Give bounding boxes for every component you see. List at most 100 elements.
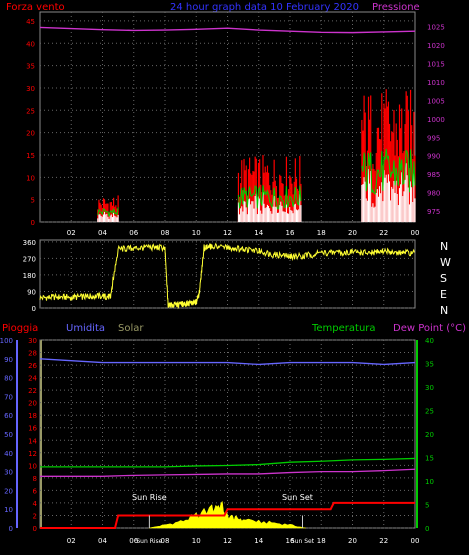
sunrise-tick-label: Sun Rise bbox=[136, 538, 162, 545]
solar-area bbox=[149, 500, 306, 529]
x-tick-label: 20 bbox=[348, 537, 357, 545]
pressure-tick-label: 1005 bbox=[427, 97, 445, 105]
humidity-tick-label: 100 bbox=[0, 337, 13, 345]
pressure-tick-label: 1020 bbox=[427, 42, 445, 50]
humidity-tick-label: 70 bbox=[4, 393, 13, 401]
x-tick-label: 04 bbox=[98, 537, 107, 545]
pressure-tick-label: 990 bbox=[427, 153, 440, 161]
pressure-tick-label: 995 bbox=[427, 134, 440, 142]
temperature-tick-label: 30 bbox=[425, 384, 434, 392]
rain-tick-label: 8 bbox=[33, 475, 37, 483]
rain-tick-label: 4 bbox=[33, 500, 38, 508]
dew-point-line bbox=[40, 468, 416, 477]
wind-tick-label: 25 bbox=[26, 107, 35, 115]
temperature-tick-label: 40 bbox=[425, 337, 434, 345]
rain-tick-label: 30 bbox=[28, 337, 37, 345]
rain-tick-label: 28 bbox=[28, 350, 37, 358]
x-tick-label: 18 bbox=[317, 229, 326, 237]
rain-tick-label: 24 bbox=[28, 375, 37, 383]
direction-tick-label: 270 bbox=[23, 255, 36, 263]
solar-label: Solar bbox=[118, 323, 144, 334]
rain-tick-label: 16 bbox=[28, 425, 37, 433]
rain-tick-label: 14 bbox=[28, 437, 37, 445]
x-tick-label: 04 bbox=[98, 229, 107, 237]
direction-tick-label: 360 bbox=[23, 239, 36, 247]
x-tick-label: 00 bbox=[411, 537, 420, 545]
rain-tick-label: 22 bbox=[28, 387, 37, 395]
humidity-tick-label: 20 bbox=[4, 487, 13, 495]
sunset-tick-label: Sun Set bbox=[291, 538, 315, 545]
x-tick-label: 08 bbox=[161, 537, 170, 545]
x-tick-label: 10 bbox=[192, 537, 201, 545]
wind-tick-label: 45 bbox=[26, 18, 35, 26]
x-tick-label: 20 bbox=[348, 229, 357, 237]
x-tick-label: 12 bbox=[223, 229, 232, 237]
compass-s: S bbox=[440, 272, 447, 285]
x-tick-label: 22 bbox=[379, 229, 388, 237]
rain-tick-label: 2 bbox=[33, 512, 37, 520]
x-tick-label: 14 bbox=[254, 537, 263, 545]
rain-line bbox=[40, 501, 415, 529]
pressure-tick-label: 975 bbox=[427, 208, 440, 216]
wind-tick-label: 30 bbox=[26, 85, 35, 93]
wind-average-line bbox=[237, 184, 302, 210]
pressure-tick-label: 980 bbox=[427, 190, 440, 198]
wind-tick-label: 35 bbox=[26, 63, 35, 71]
wind-direction-trace bbox=[39, 242, 415, 310]
x-tick-label: 16 bbox=[286, 229, 295, 237]
rain-tick-label: 6 bbox=[33, 487, 38, 495]
humidity-line bbox=[39, 358, 416, 366]
humidity-temperature-panel: 0246810121416182022242628300102030405060… bbox=[0, 337, 434, 545]
wind-tick-label: 40 bbox=[26, 40, 35, 48]
sunrise-label: Sun Rise bbox=[132, 493, 167, 502]
x-tick-label: 06 bbox=[129, 229, 138, 237]
temperature-tick-label: 5 bbox=[425, 502, 429, 510]
rain-tick-label: 12 bbox=[28, 450, 37, 458]
wind-average-line bbox=[361, 148, 416, 195]
direction-tick-label: 180 bbox=[23, 272, 36, 280]
x-tick-label: 10 bbox=[192, 229, 201, 237]
humidity-label: Umidita bbox=[66, 323, 105, 334]
compass-n-bottom: N bbox=[440, 304, 448, 317]
x-tick-label: 16 bbox=[286, 537, 295, 545]
temperature-tick-label: 0 bbox=[425, 525, 429, 533]
humidity-tick-label: 60 bbox=[4, 412, 13, 420]
x-tick-label: 00 bbox=[411, 229, 420, 237]
pressure-tick-label: 1010 bbox=[427, 79, 445, 87]
rain-tick-label: 0 bbox=[33, 525, 37, 533]
compass-w: W bbox=[440, 256, 451, 269]
temperature-line bbox=[40, 457, 416, 468]
x-tick-label: 22 bbox=[379, 537, 388, 545]
dew-point-label: Dew Point (°C) bbox=[393, 323, 466, 334]
humidity-tick-label: 30 bbox=[4, 469, 13, 477]
humidity-tick-label: 50 bbox=[4, 431, 13, 439]
chart-title: 24 hour graph data 10 February 2020 bbox=[170, 2, 359, 13]
direction-tick-label: 0 bbox=[32, 305, 36, 313]
compass-e: E bbox=[440, 288, 447, 301]
wind-tick-label: 20 bbox=[26, 130, 35, 138]
humidity-tick-label: 10 bbox=[4, 506, 13, 514]
temperature-tick-label: 35 bbox=[425, 361, 434, 369]
temperature-tick-label: 20 bbox=[425, 431, 434, 439]
humidity-tick-label: 80 bbox=[4, 375, 13, 383]
humidity-tick-label: 90 bbox=[4, 356, 13, 364]
wind-direction-panel: 0 90 180 270 360 bbox=[23, 239, 416, 313]
humidity-tick-label: 0 bbox=[9, 525, 13, 533]
pressure-tick-label: 1025 bbox=[427, 24, 445, 32]
temperature-tick-label: 15 bbox=[425, 455, 434, 463]
pressure-line bbox=[39, 26, 416, 34]
x-tick-label: 02 bbox=[67, 229, 76, 237]
temperature-label: Temperatura bbox=[311, 323, 376, 334]
compass-labels: N W S E N bbox=[440, 240, 451, 317]
pressure-label: Pressione bbox=[372, 2, 420, 13]
wind-average-line bbox=[97, 207, 119, 217]
x-tick-label: 14 bbox=[254, 229, 263, 237]
rain-tick-label: 20 bbox=[28, 400, 37, 408]
sunset-label: Sun Set bbox=[282, 493, 313, 502]
temperature-tick-label: 25 bbox=[425, 408, 434, 416]
wind-tick-label: 5 bbox=[31, 197, 35, 205]
x-tick-label: 18 bbox=[317, 537, 326, 545]
x-tick-label: 06 bbox=[129, 537, 138, 545]
wind-pressure-panel: 0510152025303540459759809859909951000100… bbox=[26, 11, 445, 237]
